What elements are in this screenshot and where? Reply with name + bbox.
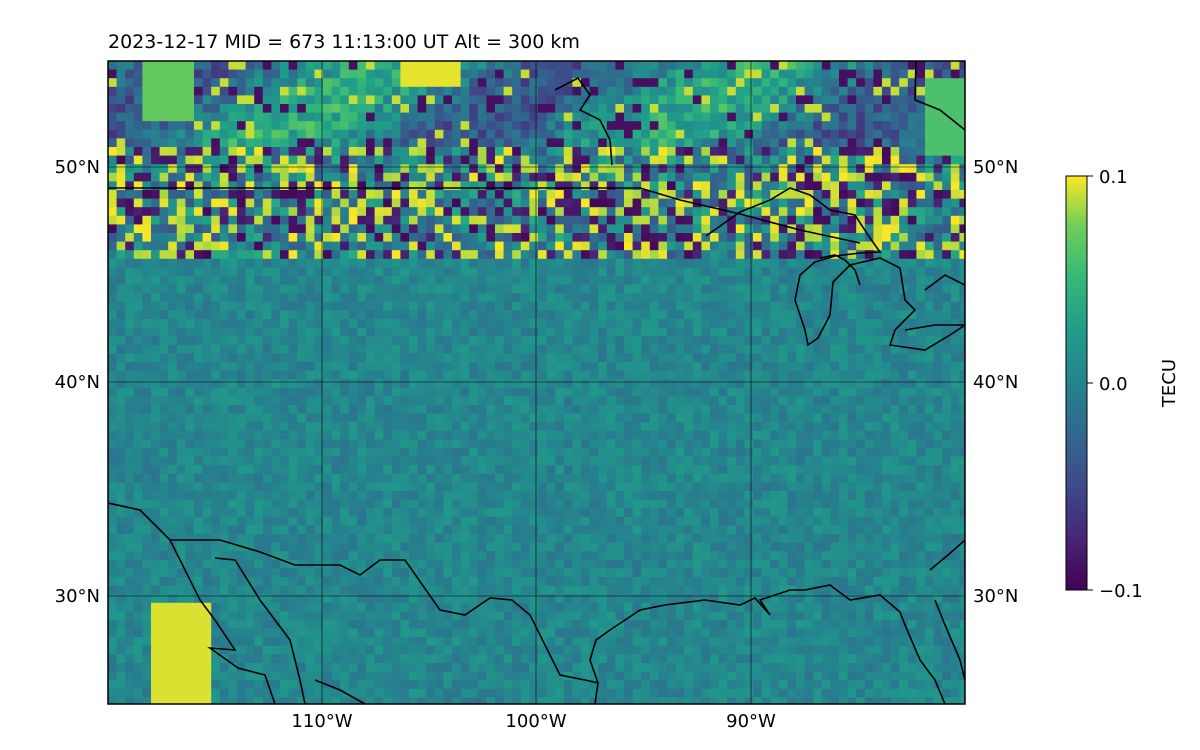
longitude-labels: 110°W 100°W 90°W: [291, 711, 776, 732]
us-canada-border: [108, 187, 861, 244]
colorbar-tick-label: 0.0: [1099, 374, 1128, 395]
lat-label: 50°N: [973, 157, 1018, 178]
colorbar-gradient: [1065, 175, 1088, 591]
colorbar: 0.1 0.0 −0.1 TECU: [1065, 167, 1180, 602]
coastlines: [108, 61, 965, 704]
graticule: [108, 61, 965, 704]
colorbar-label: TECU: [1159, 359, 1180, 408]
lon-label: 100°W: [505, 711, 566, 732]
lat-label: 40°N: [55, 372, 100, 393]
tec-map: [108, 61, 965, 704]
latitude-labels-right: 50°N 40°N 30°N: [973, 157, 1018, 607]
lon-label: 110°W: [291, 711, 352, 732]
lon-label: 90°W: [726, 711, 776, 732]
lat-label: 30°N: [55, 586, 100, 607]
colorbar-tick-label: 0.1: [1099, 167, 1128, 188]
latitude-labels-left: 50°N 40°N 30°N: [55, 157, 100, 607]
lat-label: 40°N: [973, 372, 1018, 393]
tec-heatmap: [108, 61, 965, 704]
map-frame: [107, 60, 966, 705]
gulf-coast: [108, 502, 599, 704]
colorbar-tick-label: −0.1: [1099, 581, 1143, 602]
lat-label: 50°N: [55, 157, 100, 178]
great-lakes-coastline: [705, 187, 965, 351]
map-title: 2023-12-17 MID = 673 11:13:00 UT Alt = 3…: [108, 31, 580, 53]
lat-label: 30°N: [973, 586, 1018, 607]
hudson-bay-coastline: [914, 61, 965, 131]
